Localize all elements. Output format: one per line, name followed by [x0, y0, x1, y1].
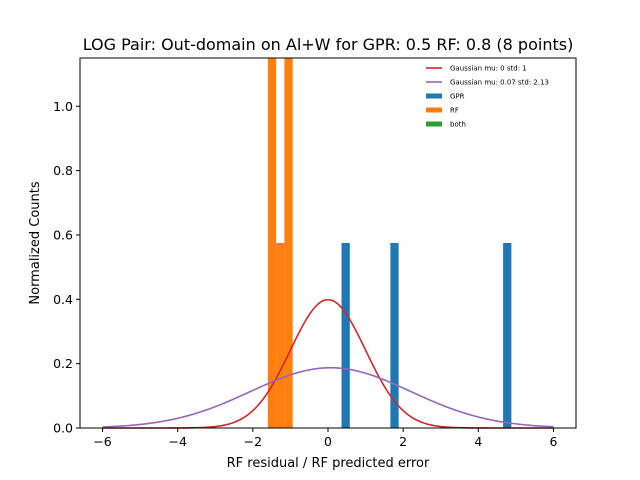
plot-frame	[79, 57, 577, 429]
legend-swatch	[426, 107, 442, 113]
rf-bar-3	[284, 58, 293, 428]
gaussian-curve-1	[102, 298, 554, 429]
y-tick-label: 0.6	[53, 227, 73, 242]
legend-label: both	[450, 121, 466, 129]
x-tick-label: 6	[549, 434, 557, 449]
gpr-bar-3	[503, 243, 512, 428]
x-axis-label: RF residual / RF predicted error	[227, 456, 430, 471]
legend: Gaussian mu: 0 std: 1 Gaussian mu: 0.07 s…	[426, 65, 549, 129]
x-tick-label: 0	[324, 434, 332, 449]
x-tick-label: −6	[93, 434, 111, 449]
legend-label: Gaussian mu: 0.07 std: 2.13	[450, 79, 549, 87]
legend-label: GPR	[450, 93, 465, 101]
chart-title: LOG Pair: Out-domain on Al+W for GPR: 0.…	[83, 35, 574, 54]
legend-label: RF	[450, 107, 459, 115]
plot-area	[102, 58, 554, 429]
gaussian-curve-2	[102, 366, 554, 428]
x-tick-label: −4	[168, 434, 186, 449]
rf-bar-1	[267, 58, 277, 428]
y-axis: 0.0 0.2 0.4 0.6 0.8 1.0	[53, 99, 80, 436]
y-tick-label: 0.4	[53, 292, 73, 307]
y-tick-label: 0.8	[53, 163, 73, 178]
x-tick-label: 4	[474, 434, 482, 449]
y-tick-label: 1.0	[53, 99, 73, 114]
legend-label: Gaussian mu: 0 std: 1	[450, 65, 527, 73]
x-tick-label: −2	[244, 434, 262, 449]
x-tick-label: 2	[399, 434, 407, 449]
legend-swatch	[426, 121, 442, 127]
gpr-bar-1	[341, 243, 350, 428]
legend-swatch	[426, 93, 442, 99]
rf-bar-2	[276, 243, 285, 428]
gpr-bar-2	[390, 243, 399, 428]
y-tick-label: 0.2	[53, 356, 73, 371]
y-tick-label: 0.0	[53, 421, 73, 436]
x-axis: −6 −4 −2 0 2 4 6	[93, 428, 557, 449]
y-axis-label: Normalized Counts	[28, 181, 43, 304]
